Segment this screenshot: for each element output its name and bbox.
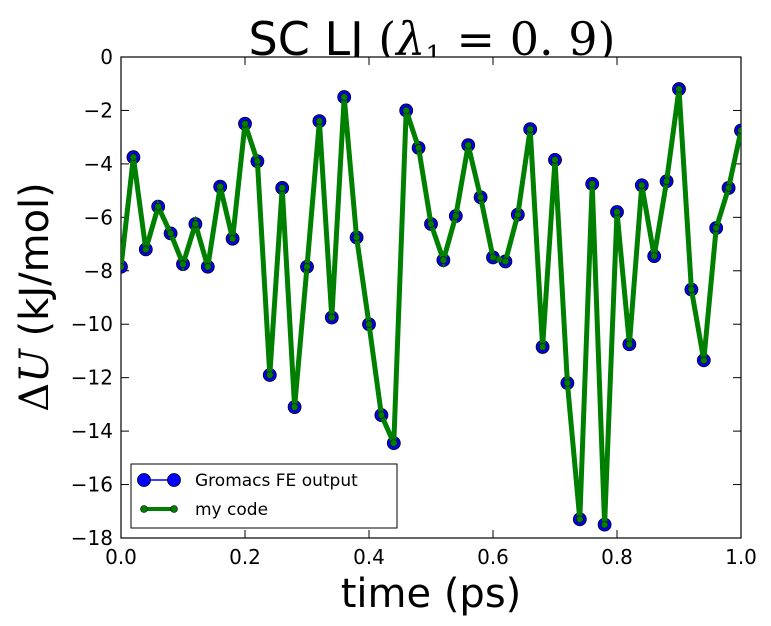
point-mycode [154, 202, 162, 211]
plot-area [120, 56, 742, 539]
point-mycode [526, 125, 535, 133]
point-mycode [352, 233, 361, 242]
title-open-paren: ( [378, 12, 396, 66]
y-tick-label: −8 [84, 259, 113, 283]
point-mycode [600, 520, 609, 529]
legend-marker-gromacs-right [167, 473, 181, 487]
y-tick-label: −2 [84, 98, 113, 122]
point-mycode [712, 224, 721, 232]
legend-entry-gromacs: Gromacs FE output [137, 471, 358, 491]
x-tick-label: 0.0 [105, 545, 137, 569]
point-mycode [204, 262, 212, 271]
x-axis-ticks: 0.0 0.2 0.4 0.6 0.8 1.0 [105, 57, 757, 569]
x-tick-label: 0.4 [353, 545, 385, 569]
x-axis-title: time (ps) [341, 571, 522, 617]
point-mycode [365, 320, 373, 329]
point-mycode [650, 252, 659, 260]
point-mycode [265, 371, 274, 379]
point-mycode [414, 144, 423, 152]
y-tick-label: −18 [71, 526, 113, 550]
point-mycode [464, 141, 473, 149]
point-mycode [377, 411, 386, 419]
legend-label-mycode: my code [195, 500, 268, 520]
y-tick-label: −10 [71, 312, 113, 336]
point-mycode [290, 403, 299, 411]
point-mycode [613, 208, 621, 216]
point-mycode [216, 182, 224, 191]
y-axis-ticks: 0 −2 −4 −6 −8 −10 −12 −14 −16 −18 [71, 45, 741, 550]
y-tick-label: 0 [100, 45, 113, 69]
point-mycode [588, 180, 597, 188]
point-mycode [675, 85, 683, 93]
point-mycode [303, 262, 311, 271]
y-title-unit: (kJ/mol) [12, 182, 58, 349]
point-mycode [253, 157, 262, 166]
point-mycode [427, 220, 435, 228]
y-tick-label: −14 [71, 419, 113, 443]
point-mycode [563, 379, 572, 387]
point-mycode [724, 184, 733, 192]
point-mycode [699, 356, 708, 365]
legend-marker-gromacs-left [137, 473, 151, 487]
point-mycode [513, 210, 522, 219]
point-mycode [228, 234, 237, 243]
point-mycode [501, 257, 510, 266]
x-tick-label: 0.2 [229, 545, 261, 569]
point-mycode [687, 285, 696, 294]
y-title-delta: Δ [12, 383, 58, 412]
legend-label-gromacs: Gromacs FE output [195, 471, 358, 491]
point-mycode [340, 93, 349, 101]
x-tick-label: 0.8 [601, 545, 633, 569]
point-mycode [737, 126, 741, 135]
y-tick-label: −12 [71, 366, 113, 390]
y-axis-title: ΔU (kJ/mol) [12, 182, 58, 412]
y-tick-label: −6 [84, 205, 113, 229]
y-title-var: U [12, 348, 58, 383]
point-mycode [476, 193, 485, 202]
point-mycode [439, 256, 448, 264]
point-mycode [315, 117, 324, 125]
point-mycode [241, 120, 249, 128]
point-mycode [166, 229, 175, 238]
title-close-paren: ) [598, 12, 616, 66]
y-tick-label: −16 [71, 473, 113, 497]
point-mycode [278, 184, 287, 192]
point-mycode [179, 260, 187, 268]
x-tick-label: 1.0 [725, 545, 757, 569]
point-mycode [451, 212, 460, 220]
legend-marker-mycode-right [170, 505, 178, 513]
point-mycode [637, 181, 646, 190]
legend-entry-mycode: my code [140, 500, 268, 520]
point-mycode [129, 153, 138, 162]
point-mycode [327, 313, 336, 322]
point-mycode [575, 515, 584, 524]
series-layer [121, 82, 741, 532]
point-mycode [121, 262, 125, 271]
legend: Gromacs FE output my code [130, 463, 398, 529]
point-mycode [551, 156, 559, 164]
point-mycode [662, 177, 671, 186]
point-mycode [538, 343, 547, 351]
point-mycode [191, 220, 200, 228]
point-mycode [489, 253, 497, 262]
x-tick-label: 0.6 [477, 545, 509, 569]
y-tick-label: −4 [84, 152, 113, 176]
point-mycode [625, 340, 634, 349]
legend-marker-mycode-left [140, 505, 148, 513]
series-clip-group [121, 82, 741, 532]
point-mycode [142, 245, 150, 254]
point-mycode [389, 439, 398, 447]
point-mycode [402, 106, 411, 115]
